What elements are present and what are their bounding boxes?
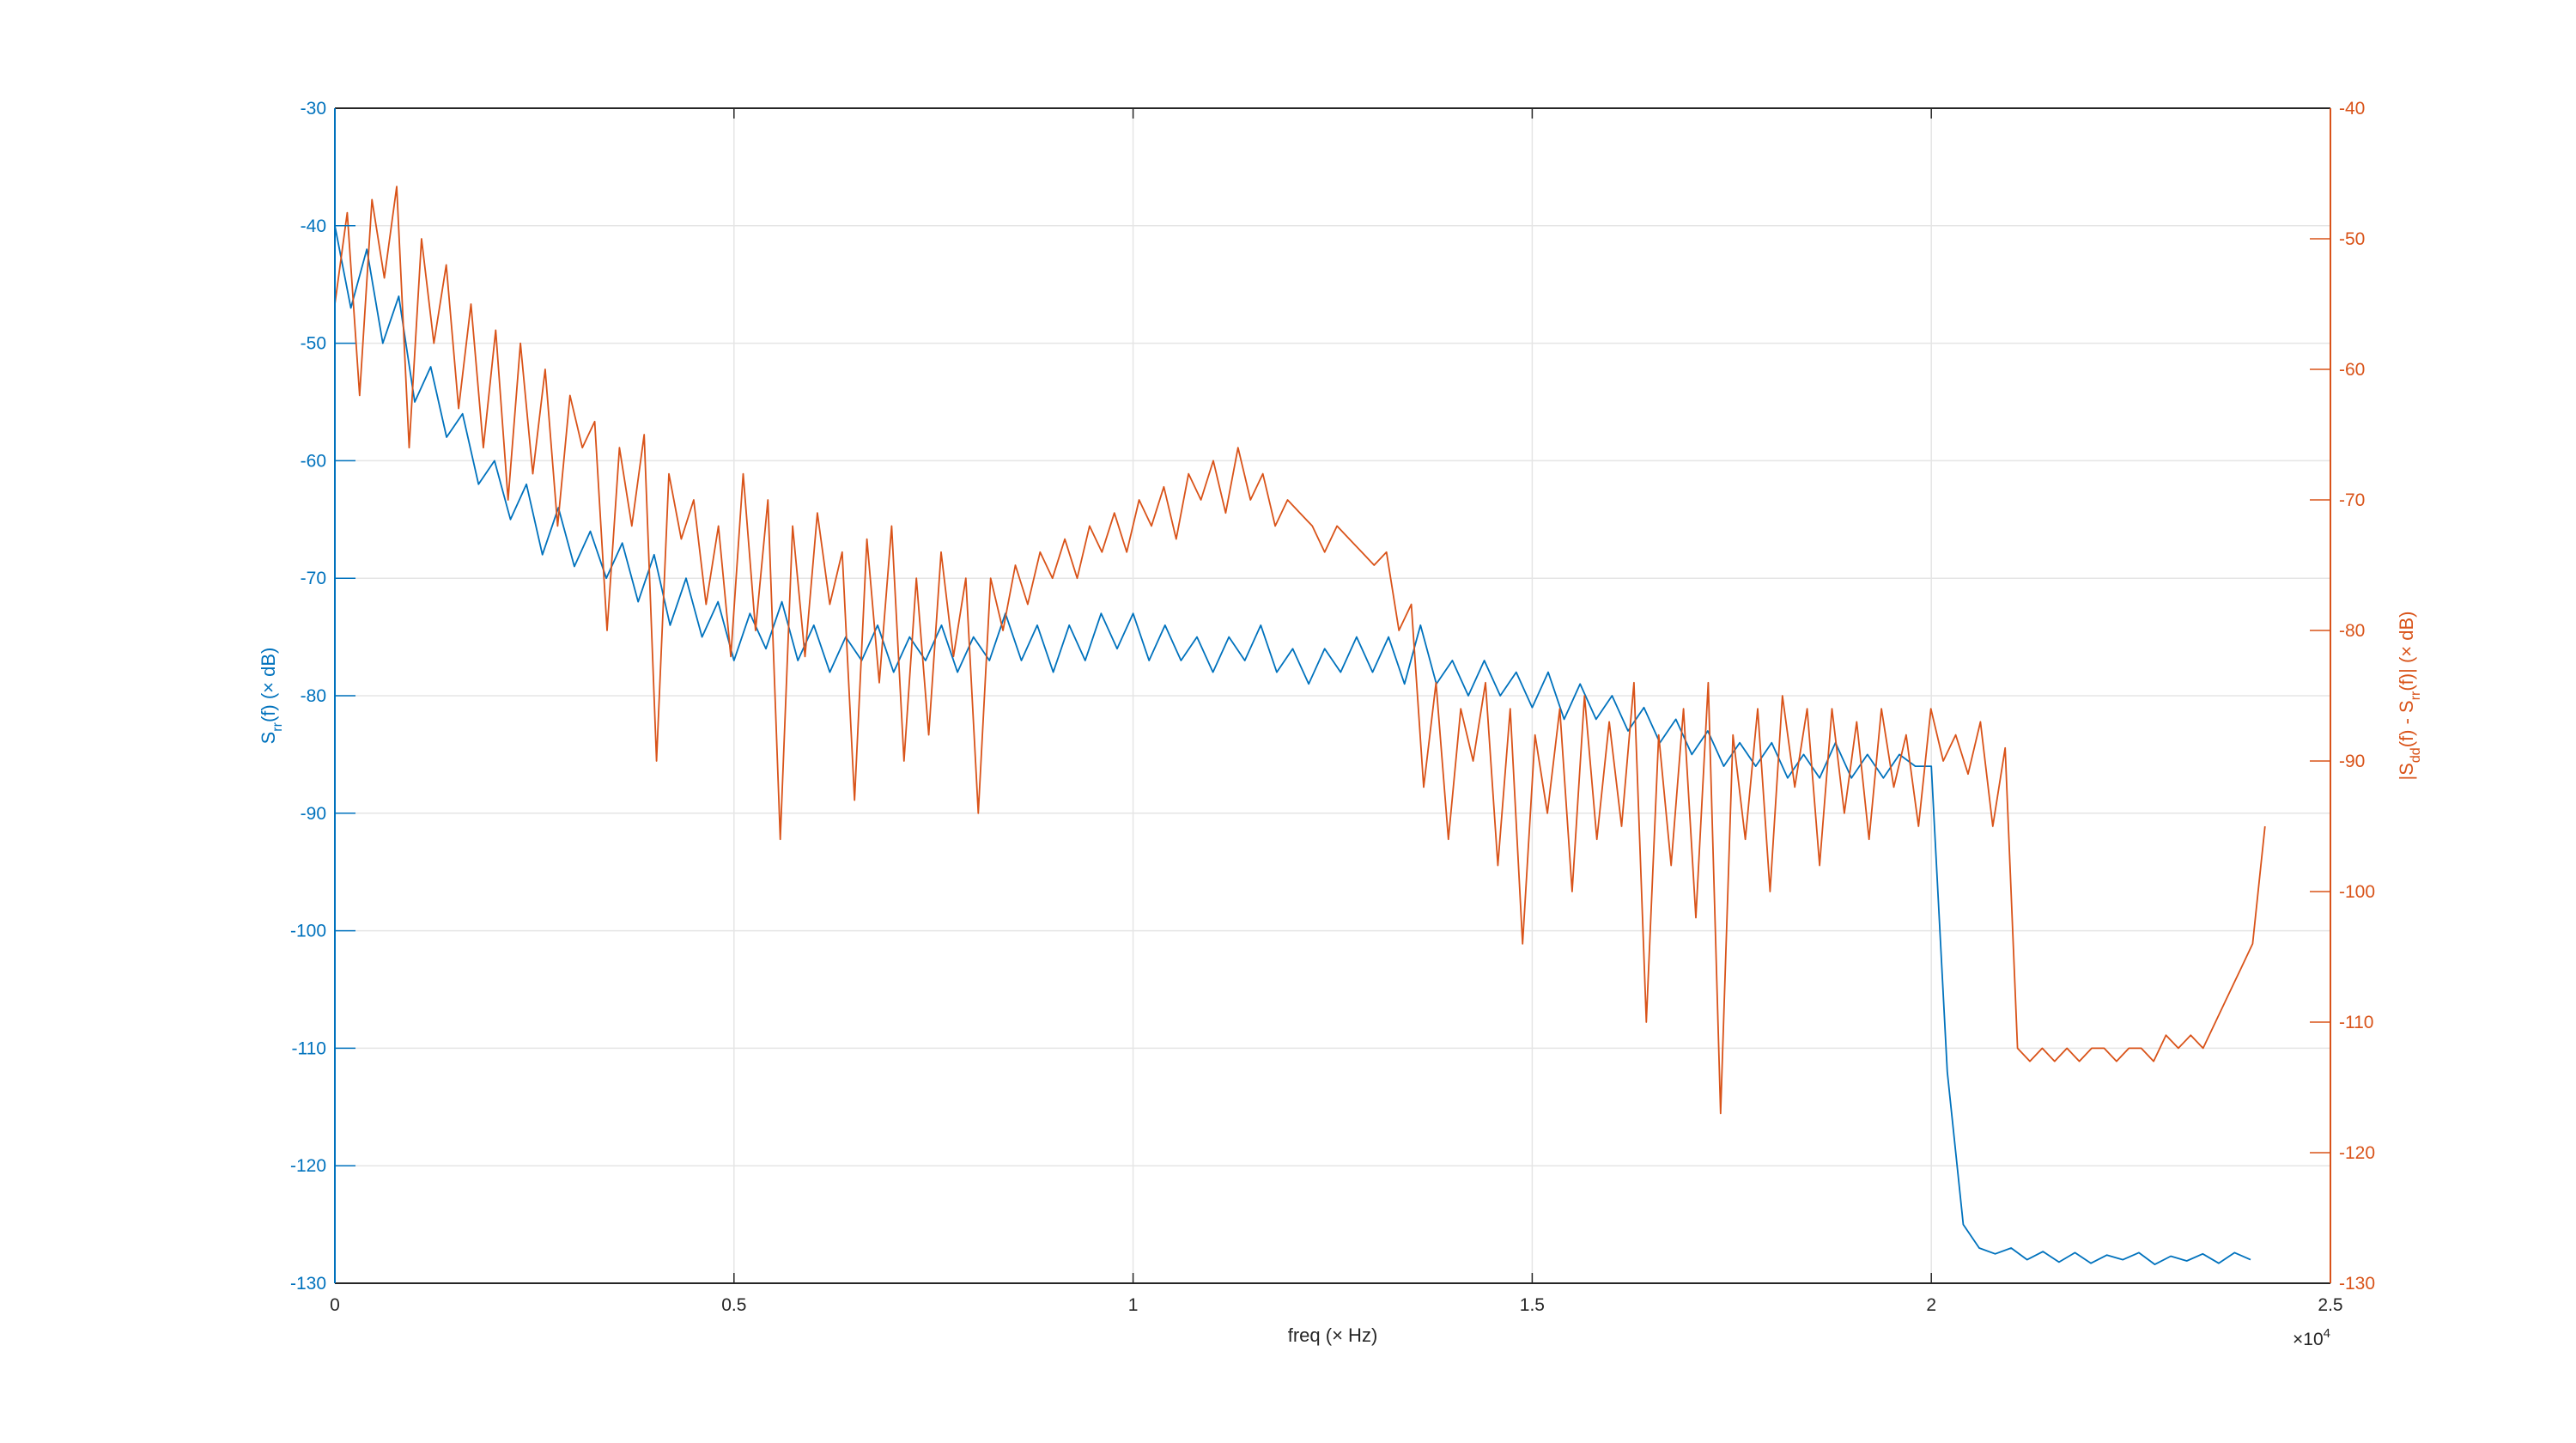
left-y-tick-label: -40 [301, 216, 326, 236]
left-y-tick-label: -60 [301, 451, 326, 471]
right-y-tick-label: -70 [2339, 490, 2365, 510]
x-tick-label: 2 [1926, 1295, 1936, 1315]
series-lines [334, 186, 2266, 1265]
grid [334, 107, 2331, 1284]
right-y-tick-label: -80 [2339, 621, 2365, 641]
right-y-tick-label: -50 [2339, 229, 2365, 249]
left-y-tick-label: -120 [290, 1156, 326, 1176]
axes: 0 0.5 1 1.5 2 2.5-130-120-110-100-90-80-70-60… [290, 99, 2375, 1315]
right-y-tick-label: -60 [2339, 360, 2365, 380]
x-tick-label: 2.5 [2318, 1295, 2342, 1315]
x-tick-label: 0 [330, 1295, 340, 1315]
left-y-tick-label: -80 [301, 686, 326, 706]
x-tick-label: 0.5 [721, 1295, 746, 1315]
right-y-tick-label: -90 [2339, 752, 2365, 771]
right-y-tick-label: -100 [2339, 882, 2375, 902]
x-exponent-label: ×104 [2293, 1326, 2330, 1349]
left-y-tick-label: -100 [290, 922, 326, 941]
series-line-srr [334, 225, 2251, 1265]
x-tick-label: 1 [1128, 1295, 1139, 1315]
left-y-tick-label: -50 [301, 334, 326, 354]
right-y-tick-label: -130 [2339, 1274, 2375, 1294]
x-tick-label: 1.5 [1520, 1295, 1545, 1315]
left-y-tick-label: -70 [301, 569, 326, 588]
x-axis-label: freq (× Hz) [1288, 1324, 1378, 1346]
left-y-tick-label: -130 [290, 1274, 326, 1294]
left-y-axis-label: Srr(f) (× dB) [258, 648, 285, 745]
left-y-tick-label: -110 [292, 1038, 326, 1058]
left-y-tick-label: -90 [301, 804, 326, 824]
right-y-tick-label: -40 [2339, 99, 2365, 119]
right-y-tick-label: -110 [2339, 1013, 2373, 1032]
right-y-axis-label: |Sdd(f) - Srr(f)| (× dB) [2396, 612, 2423, 781]
series-line-sdd-minus-srr [334, 186, 2266, 1115]
left-y-tick-label: -30 [301, 99, 326, 119]
right-y-tick-label: -120 [2339, 1143, 2375, 1163]
